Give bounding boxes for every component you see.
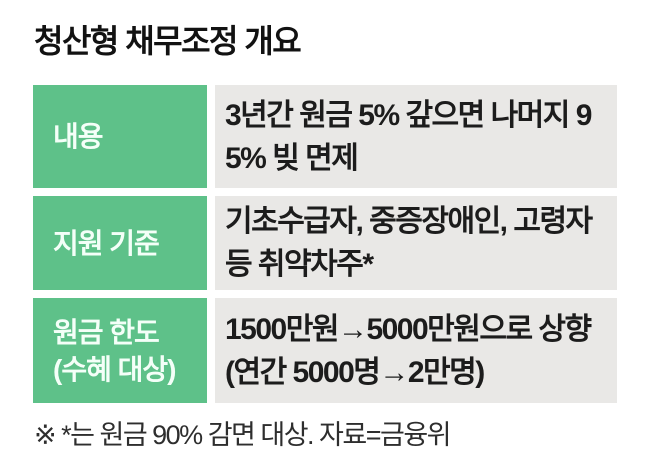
row-label-cell: 내용 [33,85,207,188]
row-value-cell: 3년간 원금 5% 갚으면 나머지 95% 빚 면제 [215,85,617,188]
row-label-cell: 지원 기준 [33,196,207,290]
table-row: 지원 기준 기초수급자, 중증장애인, 고령자 등 취약차주* [33,196,617,290]
page-title: 청산형 채무조정 개요 [34,23,302,59]
row-value-cell: 1500만원→5000만원으로 상향 (연간 5000명→2만명) [215,298,617,403]
table-row: 내용 3년간 원금 5% 갚으면 나머지 95% 빚 면제 [33,85,617,188]
row-label-cell: 원금 한도 (수혜 대상) [33,298,207,403]
footnote: ※ *는 원금 90% 감면 대상. 자료=금융위 [34,420,452,450]
info-table: 내용 3년간 원금 5% 갚으면 나머지 95% 빚 면제 지원 기준 기초수급… [33,85,617,403]
row-value-cell: 기초수급자, 중증장애인, 고령자 등 취약차주* [215,196,617,290]
table-row: 원금 한도 (수혜 대상) 1500만원→5000만원으로 상향 (연간 500… [33,298,617,403]
